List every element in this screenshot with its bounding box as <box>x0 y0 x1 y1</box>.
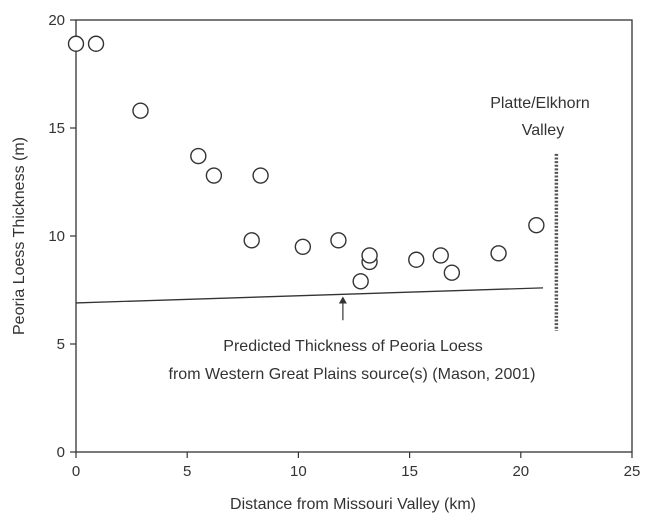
valley-label-line-2: Valley <box>522 122 564 139</box>
data-point <box>361 247 378 264</box>
data-point <box>294 238 312 256</box>
data-layer <box>67 35 559 332</box>
x-tick-label: 10 <box>290 463 307 480</box>
annotation-line-2: from Western Great Plains source(s) (Mas… <box>169 366 536 383</box>
data-point <box>352 273 369 290</box>
data-point <box>132 102 149 119</box>
data-point <box>490 245 507 262</box>
annotation-line-1: Predicted Thickness of Peoria Loess <box>223 338 482 355</box>
data-point <box>243 232 260 249</box>
plot-area-border <box>75 19 633 453</box>
x-axis-title: Distance from Missouri Valley (km) <box>230 496 476 513</box>
data-point <box>252 167 269 184</box>
y-axis-ticks: 0 5 10 15 20 <box>48 12 76 461</box>
x-tick-label: 15 <box>401 463 418 480</box>
y-axis-title: Peoria Loess Thickness (m) <box>11 137 28 335</box>
y-tick-label: 10 <box>48 228 65 245</box>
valley-label: Platte/Elkhorn Valley <box>490 95 590 139</box>
x-tick-label: 20 <box>512 463 529 480</box>
y-tick-label: 15 <box>48 120 65 137</box>
data-point <box>67 35 85 52</box>
x-tick-label: 5 <box>183 463 191 480</box>
valley-label-line-1: Platte/Elkhorn <box>490 95 590 112</box>
x-axis-ticks: 0 5 10 15 20 25 <box>72 452 641 480</box>
y-tick-label: 0 <box>57 444 65 461</box>
annotation-arrow-head <box>338 296 347 304</box>
x-tick-label: 0 <box>72 463 80 480</box>
data-point <box>87 35 105 52</box>
data-point <box>408 251 425 268</box>
data-point <box>190 147 207 165</box>
y-tick-label: 5 <box>57 336 65 353</box>
data-point <box>443 264 461 281</box>
prediction-annotation: Predicted Thickness of Peoria Loess from… <box>169 338 536 383</box>
predicted-thickness-line <box>75 287 544 304</box>
y-tick-label: 20 <box>48 12 65 29</box>
data-point <box>205 167 223 184</box>
plot-frame <box>75 19 633 453</box>
data-point <box>330 232 347 249</box>
data-point <box>432 247 449 264</box>
x-tick-label: 25 <box>624 463 641 480</box>
data-point <box>528 216 545 234</box>
